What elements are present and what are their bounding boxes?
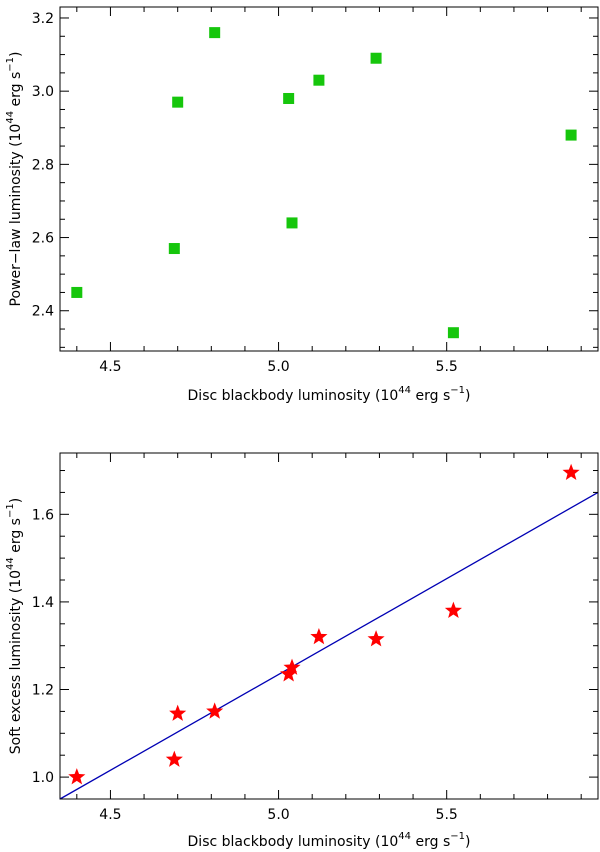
data-point-square xyxy=(313,74,325,86)
data-point-square xyxy=(172,96,184,108)
bottom-xtick-label: 5.5 xyxy=(436,807,458,823)
data-point-star xyxy=(169,704,187,721)
bottom-ytick-label: 1.6 xyxy=(32,507,54,523)
data-point-star xyxy=(562,463,580,480)
top-points xyxy=(71,27,577,339)
data-point-star xyxy=(310,627,328,645)
bottom-x-axis-label: Disc blackbody luminosity (1044 erg s−1) xyxy=(188,831,471,850)
top-ytick-label: 2.4 xyxy=(32,304,54,320)
bottom-points xyxy=(68,463,580,785)
top-ytick-label: 2.8 xyxy=(32,157,54,173)
bottom-xtick-label: 5.0 xyxy=(267,807,289,823)
data-point-square xyxy=(71,286,83,298)
data-point-star xyxy=(283,658,301,675)
data-point-square xyxy=(209,27,221,39)
top-xtick-label: 5.5 xyxy=(436,359,458,375)
top-x-axis-label: Disc blackbody luminosity (1044 erg s−1) xyxy=(188,385,471,404)
bottom-plot-frame xyxy=(59,452,599,800)
fit-line xyxy=(59,491,599,800)
top-panel: 4.5 5.0 5.5 2.4 2.6 2.8 3.0 3.2 Disc blackbody … xyxy=(5,6,599,404)
top-y-axis-label: Power−law luminosity (1044 erg s−1) xyxy=(5,51,24,306)
data-point-square xyxy=(286,217,298,229)
data-point-square xyxy=(168,243,180,255)
bottom-fit xyxy=(59,491,599,800)
bottom-y-axis-label: Soft excess luminosity (1044 erg s−1) xyxy=(5,498,24,754)
data-point-square xyxy=(447,327,459,339)
bottom-ytick-label: 1.2 xyxy=(32,683,54,699)
data-point-square xyxy=(283,92,295,104)
top-ytick-label: 2.6 xyxy=(32,231,54,247)
bottom-ytick-label: 1.4 xyxy=(32,595,54,611)
bottom-xtick-label: 4.5 xyxy=(99,807,121,823)
top-plot-frame xyxy=(59,6,599,352)
top-ytick-label: 3.2 xyxy=(32,11,54,27)
bottom-ticks: 4.5 5.0 5.5 1.0 1.2 1.4 1.6 xyxy=(32,453,598,823)
top-ticks: 4.5 5.0 5.5 2.4 2.6 2.8 3.0 3.2 xyxy=(32,7,598,375)
data-point-star xyxy=(206,702,224,719)
bottom-panel: 4.5 5.0 5.5 1.0 1.2 1.4 1.6 Disc blackbody lum… xyxy=(5,452,599,850)
top-xtick-label: 4.5 xyxy=(99,359,121,375)
data-point-star xyxy=(68,768,86,785)
data-point-star xyxy=(165,750,183,767)
top-ytick-label: 3.0 xyxy=(32,84,54,100)
bottom-ytick-label: 1.0 xyxy=(32,770,54,786)
top-xtick-label: 5.0 xyxy=(267,359,289,375)
data-point-square xyxy=(565,129,577,141)
data-point-star xyxy=(367,630,385,647)
data-point-star xyxy=(444,601,462,618)
data-point-square xyxy=(370,52,382,64)
